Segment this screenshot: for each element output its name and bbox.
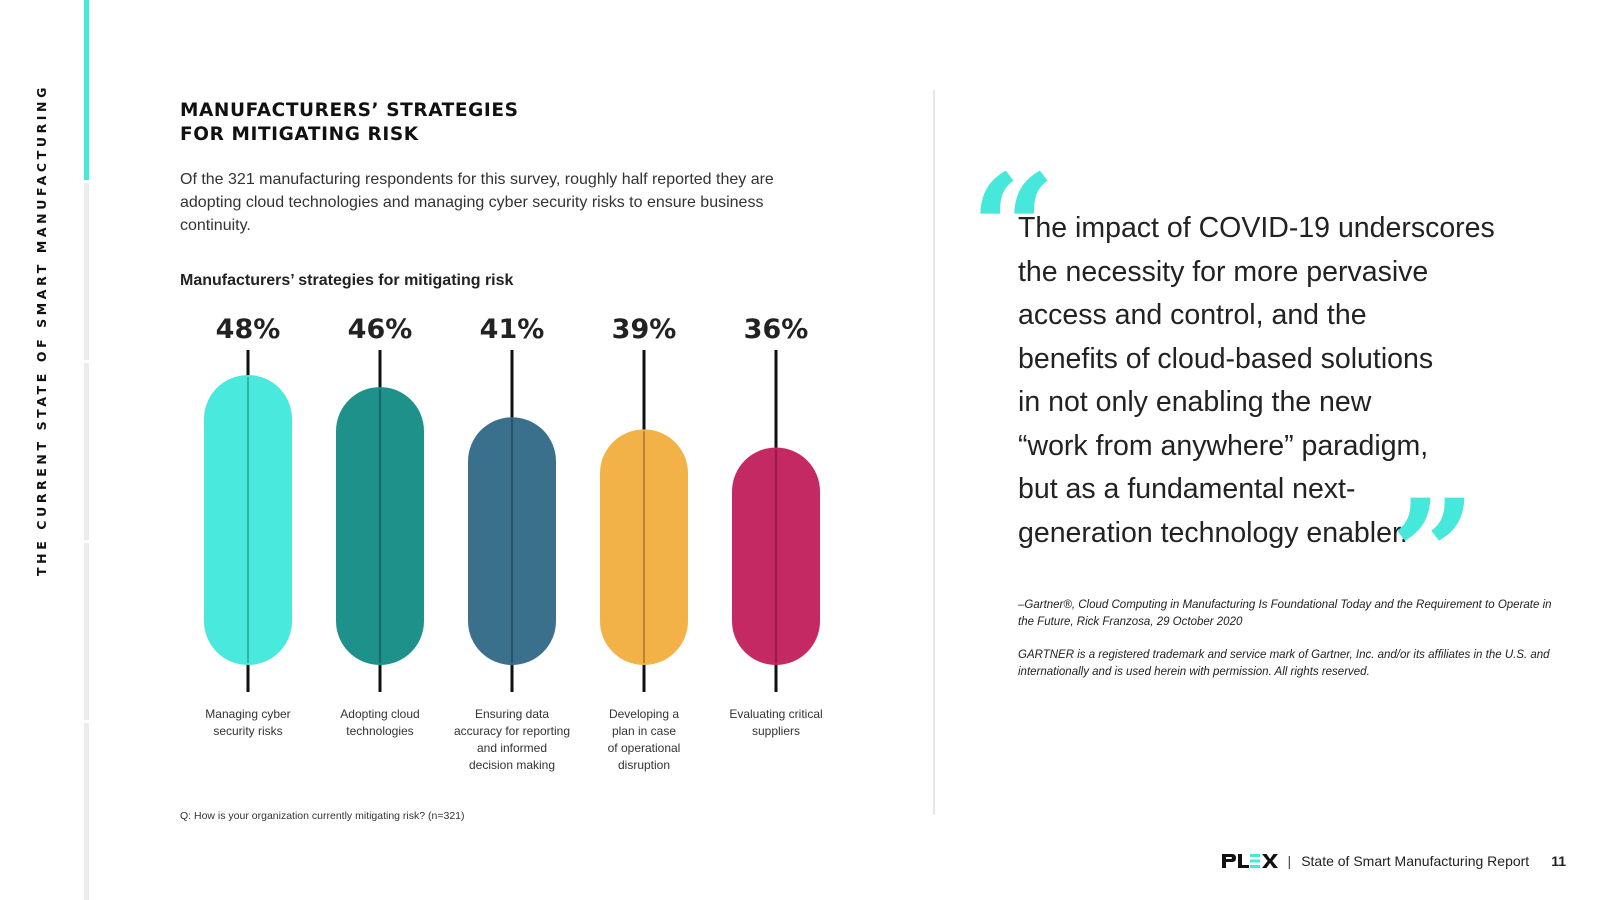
category-label-line: and informed <box>477 741 547 755</box>
quote-line: but as a fundamental next- <box>1018 473 1356 505</box>
category-label-line: security risks <box>213 724 282 738</box>
bar <box>336 387 424 665</box>
chart-footnote: Q: How is your organization currently mi… <box>180 810 465 822</box>
trademark-notice: GARTNER is a registered trademark and se… <box>1018 649 1550 678</box>
risk-strategies-chart: 48% Managing cyber security risks 46% Adopti… <box>204 314 823 772</box>
pull-quote: The impact of COVID-19 underscores the ne… <box>1018 207 1558 555</box>
bar <box>204 375 292 665</box>
bar-value-label: 48% <box>216 314 281 345</box>
category-label: Ensuring data accuracy for reporting and i… <box>454 707 570 772</box>
footer-separator: | <box>1287 853 1292 869</box>
category-label-line: Evaluating critical <box>729 707 822 721</box>
bar-value-label: 41% <box>480 314 545 345</box>
column-divider <box>933 90 935 815</box>
category-label-line: suppliers <box>752 724 800 738</box>
bar <box>600 429 688 665</box>
bar-value-label: 36% <box>744 314 809 345</box>
page-footer: | State of Smart Manufacturing Report 11 <box>1221 851 1566 871</box>
chart-title: Manufacturers’ strategies for mitigating… <box>180 272 514 289</box>
page-title-line: FOR MITIGATING RISK <box>180 124 419 145</box>
page-number: 11 <box>1551 853 1566 869</box>
category-label-line: plan in case <box>612 724 676 738</box>
intro-paragraph: Of the 321 manufacturing respondents for… <box>180 171 774 234</box>
quote-line: access and control, and the <box>1018 299 1367 331</box>
plex-logo-mark <box>1221 854 1278 868</box>
bar-value-label: 39% <box>612 314 677 345</box>
category-label-line: Managing cyber <box>205 707 290 721</box>
category-label: Evaluating critical suppliers <box>729 707 822 738</box>
progress-rail <box>84 543 89 720</box>
category-label-line: Developing a <box>609 707 679 721</box>
progress-rail <box>84 723 89 900</box>
category-label-line: disruption <box>618 758 670 772</box>
close-quote-mark: ” <box>1390 467 1477 643</box>
bar <box>732 447 820 665</box>
bar-value-label: 46% <box>348 314 413 345</box>
progress-rail <box>84 183 89 360</box>
progress-rail-active <box>84 0 89 180</box>
quote-line: generation technology enabler. <box>1018 516 1408 549</box>
category-label: Adopting cloud technologies <box>340 707 419 738</box>
quote-line: the necessity for more pervasive <box>1018 255 1429 288</box>
category-label: Managing cyber security risks <box>205 707 290 738</box>
page-title-line: MANUFACTURERS’ STRATEGIES <box>180 100 519 121</box>
category-label-line: technologies <box>346 724 413 738</box>
section-label: THE CURRENT STATE OF SMART MANUFACTURING <box>34 84 49 576</box>
category-label-line: accuracy for reporting <box>454 724 570 738</box>
report-title: State of Smart Manufacturing Report <box>1301 853 1530 869</box>
quote-line: “work from anywhere” paradigm, <box>1018 429 1429 462</box>
progress-rail <box>84 363 89 540</box>
quote-line: benefits of cloud-based solutions <box>1018 342 1434 375</box>
quote-citation: –Gartner®, Cloud Computing in Manufactur… <box>1018 599 1552 628</box>
page-title: MANUFACTURERS’ STRATEGIES FOR MITIGATING… <box>180 99 780 147</box>
category-label-line: Ensuring data <box>475 707 549 721</box>
quote-line: The impact of COVID-19 underscores <box>1018 212 1495 244</box>
category-label: Developing a plan in case of operational di… <box>608 707 681 772</box>
open-quote-mark: “ <box>970 142 1057 318</box>
plex-logo <box>1221 854 1278 868</box>
quote-line: in not only enabling the new <box>1018 386 1372 418</box>
bar <box>468 417 556 665</box>
category-label-line: of operational <box>608 741 681 755</box>
category-label-line: decision making <box>469 758 555 772</box>
category-label-line: Adopting cloud <box>340 707 419 721</box>
